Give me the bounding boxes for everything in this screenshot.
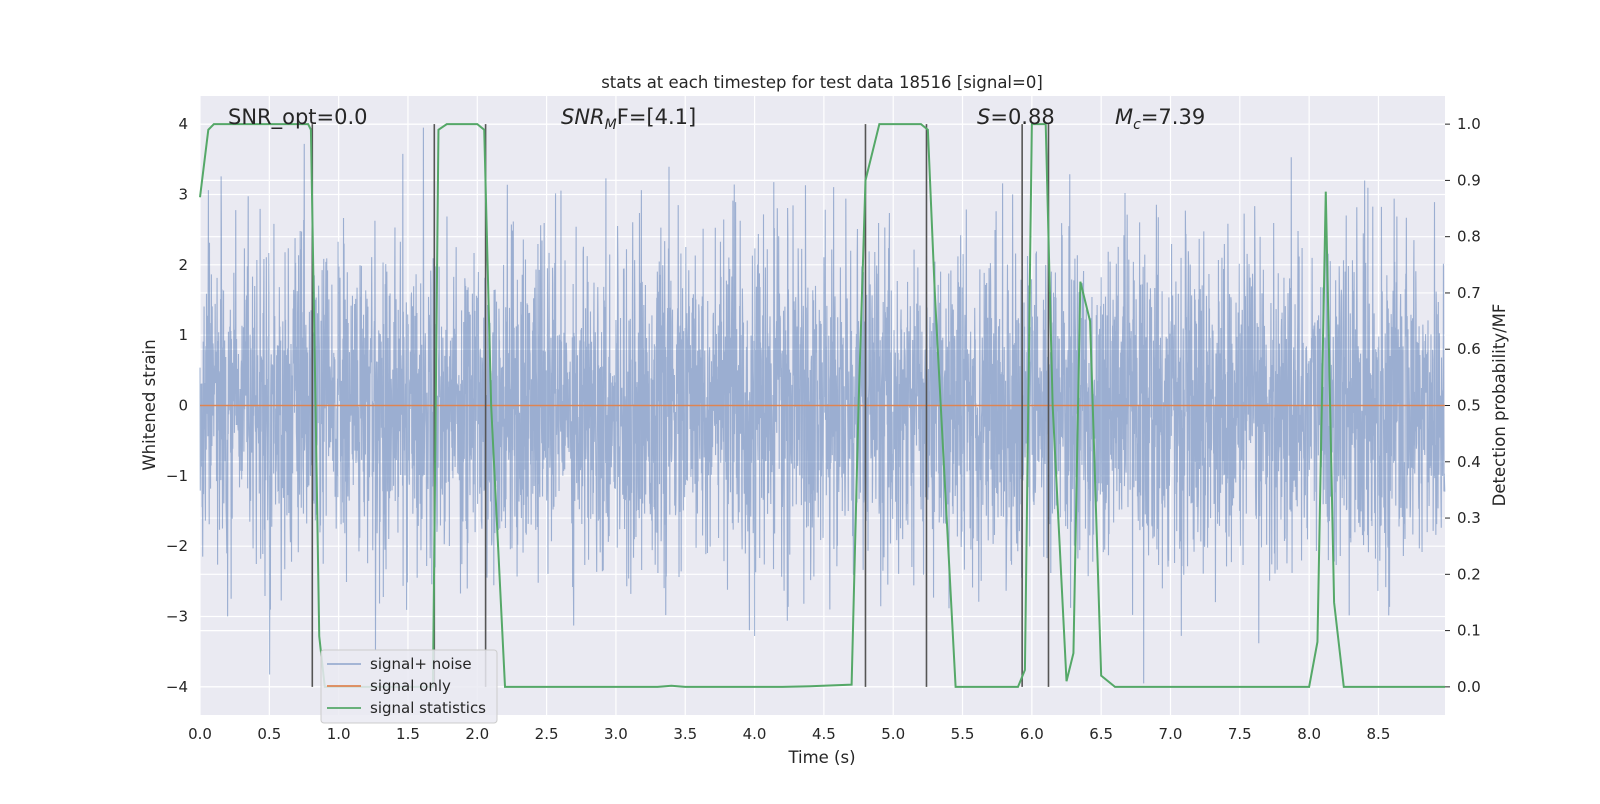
x-tick-label: 0.0 [188,725,212,743]
right-y-tick-label: 0.4 [1457,453,1481,471]
legend: signal+ noise signal only signal statist… [320,649,498,724]
x-tick-label: 8.0 [1297,725,1321,743]
left-y-tick-label: −2 [166,537,188,555]
x-tick-label: 3.0 [604,725,628,743]
x-tick-label: 0.5 [257,725,281,743]
right-y-tick-label: 0.0 [1457,678,1481,696]
left-y-tick-label: 0 [178,397,188,415]
snr-mf-subscript: M [605,117,617,133]
right-y-tick-label: 0.2 [1457,565,1481,583]
x-tick-label: 3.5 [673,725,697,743]
right-y-tick-label: 0.7 [1457,284,1481,302]
noise-line [199,127,1446,684]
series-signal-plus-noise [199,127,1446,684]
x-axis-label: Time (s) [787,748,855,767]
mc-variable: M [1115,105,1133,129]
x-tick-label: 6.5 [1089,725,1113,743]
right-y-tick-label: 0.5 [1457,397,1481,415]
x-tick-label: 1.5 [396,725,420,743]
right-y-tick-label: 0.9 [1457,171,1481,189]
legend-label-signal-only: signal only [370,677,451,695]
x-tick-label: 6.0 [1020,725,1044,743]
x-tick-label: 4.5 [812,725,836,743]
left-y-tick-label: −1 [166,467,188,485]
right-y-tick-label: 1.0 [1457,115,1481,133]
right-y-tick-label: 0.3 [1457,509,1481,527]
x-tick-label: 8.5 [1367,725,1391,743]
snr-mf-base: SNR [561,105,605,129]
right-y-tick-label: 0.8 [1457,228,1481,246]
mc-subscript: c [1133,117,1141,133]
left-y-tick-label: −3 [166,608,188,626]
snr-mf-rest: F=[4.1] [617,105,696,129]
s-stat-value: =0.88 [990,105,1054,129]
left-y-tick-label: 1 [178,326,188,344]
x-tick-label: 2.5 [535,725,559,743]
chart-title: stats at each timestep for test data 185… [601,73,1043,92]
x-tick-label: 5.5 [951,725,975,743]
snr-opt-annotation: SNR_opt=0.0 [228,105,368,130]
x-tick-label: 5.0 [881,725,905,743]
left-y-axis-label: Whitened strain [140,339,159,470]
snr-mf-annotation: SNRMF=[4.1] [561,105,696,133]
mc-value: =7.39 [1141,105,1205,129]
x-tick-label: 2.0 [465,725,489,743]
mc-annotation: Mc=7.39 [1115,105,1205,133]
right-y-tick-label: 0.1 [1457,622,1481,640]
s-stat-variable: S [977,105,990,129]
x-tick-label: 4.0 [743,725,767,743]
left-y-tick-label: −4 [166,678,188,696]
s-stat-annotation: S=0.88 [977,105,1055,129]
x-tick-label: 1.0 [327,725,351,743]
right-y-tick-label: 0.6 [1457,340,1481,358]
x-tick-label: 7.0 [1159,725,1183,743]
x-axis-ticks: 0.0 0.5 1.0 1.5 2.0 2.5 3.0 3.5 4.0 4.5 5.0 5.5 6.0 6… [188,725,1390,743]
x-tick-label: 7.5 [1228,725,1252,743]
left-y-tick-label: 2 [178,256,188,274]
legend-label-signal-plus-noise: signal+ noise [370,655,472,673]
left-y-tick-label: 3 [178,185,188,203]
left-y-axis-ticks: −4 −3 −2 −1 0 1 2 3 4 [166,115,188,696]
legend-label-signal-statistics: signal statistics [370,699,486,717]
right-y-axis-label: Detection probability/MF [1490,304,1509,507]
legend-box [320,649,498,724]
right-y-axis-ticks: 0.0 0.1 0.2 0.3 0.4 0.5 0.6 0.7 0.8 0.9 1.0 [1445,115,1481,696]
left-y-tick-label: 4 [178,115,188,133]
